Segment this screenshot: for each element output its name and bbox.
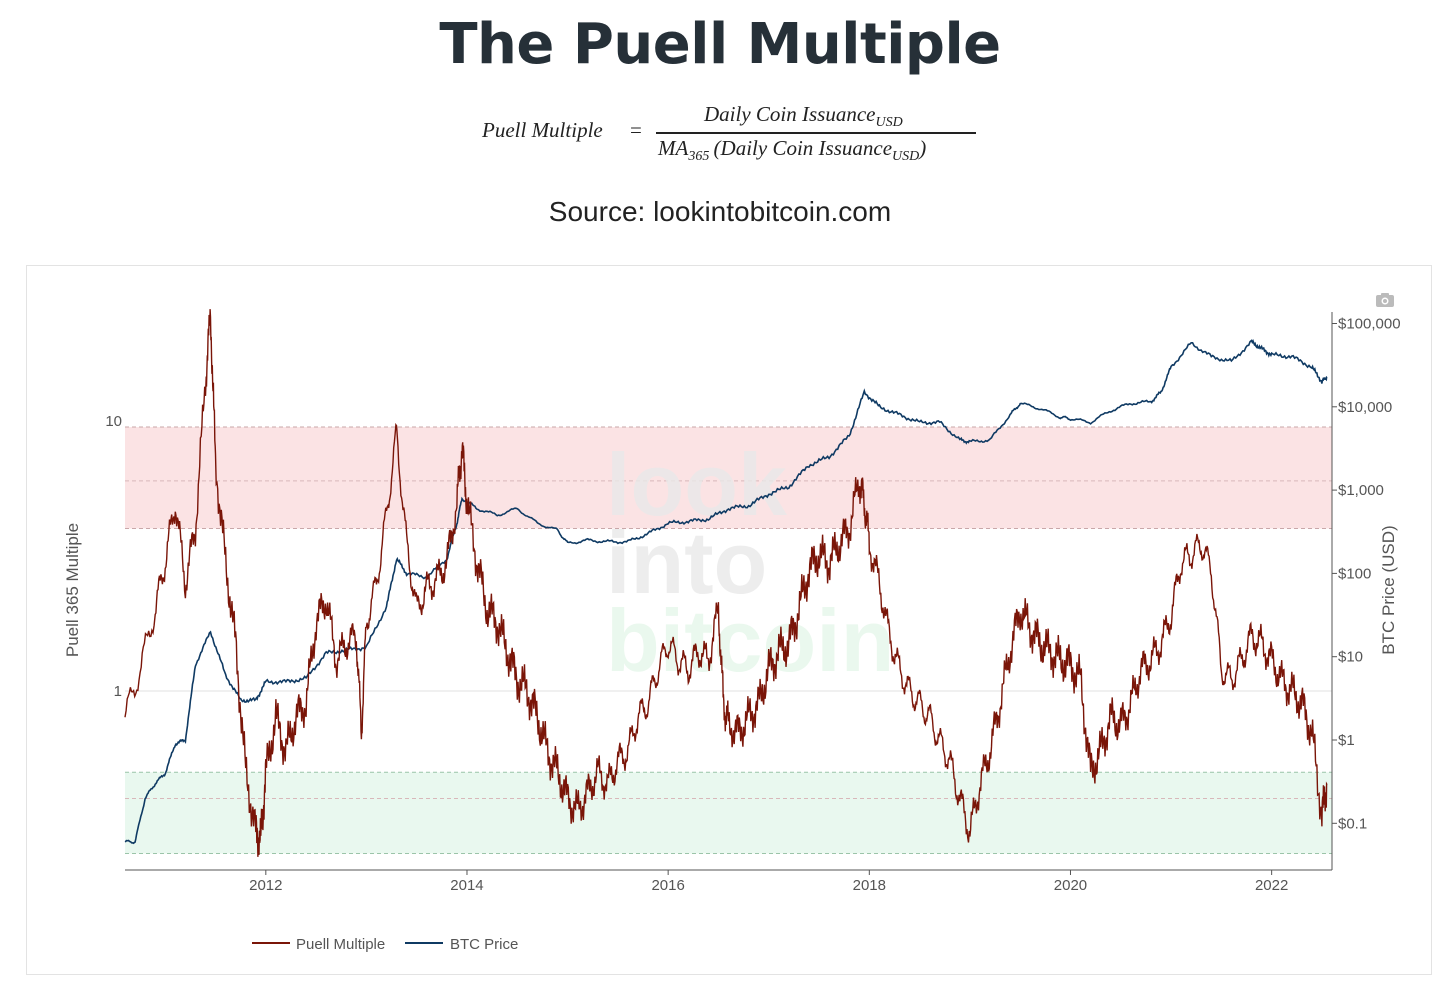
formula-denominator-ma-sub: 365 [688, 149, 710, 165]
formula-denominator-close: ) [919, 136, 927, 160]
formula-equals: = [630, 118, 642, 142]
formula-numerator-sub: USD [875, 115, 903, 131]
formula-denominator-main: (Daily Coin Issuance [713, 136, 893, 160]
formula-numerator: Daily Coin IssuanceUSD [704, 102, 903, 131]
page-title: The Puell Multiple [439, 12, 1001, 77]
formula-numerator-main: Daily Coin Issuance [704, 102, 876, 126]
formula-fraction-bar [656, 132, 976, 134]
chart-panel [26, 265, 1432, 975]
formula-denominator-sub: USD [892, 149, 920, 165]
formula-denominator: MA365 (Daily Coin IssuanceUSD) [658, 136, 926, 165]
source-caption: Source: lookintobitcoin.com [548, 196, 892, 227]
puell-formula: Puell Multiple = Daily Coin IssuanceUSD … [470, 100, 990, 172]
formula-denominator-ma: MA [658, 136, 689, 160]
formula-lhs: Puell Multiple [482, 118, 603, 142]
